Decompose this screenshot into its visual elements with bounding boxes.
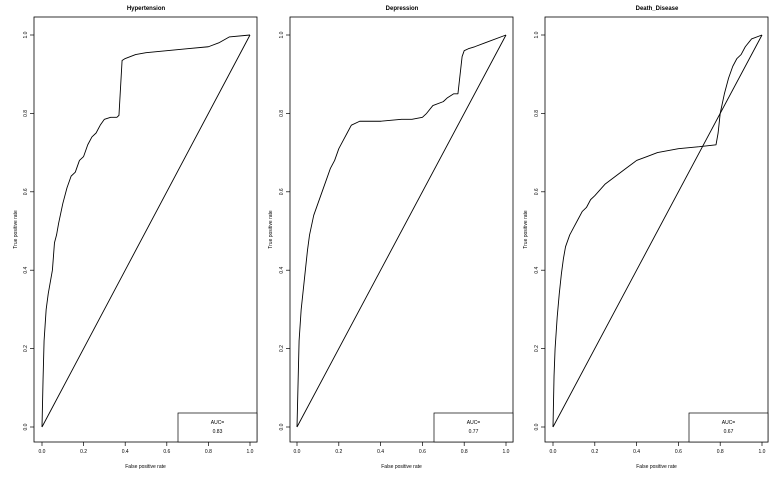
x-tick-label: 0.6 (163, 449, 170, 455)
x-tick-label: 0.2 (335, 449, 342, 455)
x-tick-label: 0.6 (419, 449, 426, 455)
x-tick-label: 0.6 (675, 449, 682, 455)
y-tick-label: 0.2 (279, 345, 285, 352)
roc-panel-3: Death_Disease False positive rate True pos… (523, 6, 769, 470)
y-tick-label: 0.0 (23, 423, 29, 430)
y-tick-label: 0.8 (279, 110, 285, 117)
roc-panel-2: Depression False positive rate True positi… (268, 6, 514, 470)
y-tick-label: 0.4 (279, 267, 285, 274)
legend-auc-value: 0.77 (469, 429, 479, 435)
x-axis-label: False positive rate (125, 464, 166, 470)
roc-curve-line (41, 34, 251, 428)
roc-curve-line (552, 34, 763, 428)
y-tick-label: 1.0 (23, 31, 29, 38)
x-tick-label: 1.0 (247, 449, 254, 455)
y-tick-label: 0.2 (23, 345, 29, 352)
plot-frame (544, 16, 769, 443)
y-tick-label: 1.0 (279, 31, 285, 38)
diagonal-reference-line (41, 34, 251, 428)
y-tick-label: 0.4 (23, 267, 29, 274)
x-tick-label: 0.4 (122, 449, 129, 455)
x-tick-label: 0.0 (39, 449, 46, 455)
legend-auc-value: 0.83 (213, 429, 223, 435)
diagonal-reference-line (552, 34, 763, 428)
x-tick-label: 0.2 (80, 449, 87, 455)
x-tick-label: 0.4 (377, 449, 384, 455)
chart-title: Hypertension (127, 6, 166, 12)
roc-curve-line (296, 34, 507, 428)
legend-heading: AUC= (211, 420, 225, 426)
y-tick-label: 0.0 (534, 423, 540, 430)
y-tick-label: 0.8 (23, 110, 29, 117)
y-tick-label: 1.0 (534, 31, 540, 38)
y-axis-label: True positive rate (268, 210, 274, 249)
x-tick-label: 1.0 (759, 449, 766, 455)
legend-box (688, 412, 769, 443)
y-tick-label: 0.4 (534, 267, 540, 274)
x-axis-label: False positive rate (636, 464, 677, 470)
chart-title: Death_Disease (636, 6, 679, 12)
x-tick-label: 0.0 (550, 449, 557, 455)
x-tick-label: 1.0 (503, 449, 510, 455)
x-tick-label: 0.8 (717, 449, 724, 455)
x-axis-label: False positive rate (381, 464, 422, 470)
y-tick-label: 0.6 (279, 188, 285, 195)
y-tick-label: 0.2 (534, 345, 540, 352)
y-tick-label: 0.0 (279, 423, 285, 430)
plot-frame (289, 16, 514, 443)
plot-frame (33, 16, 258, 443)
x-tick-label: 0.2 (591, 449, 598, 455)
x-tick-label: 0.4 (633, 449, 640, 455)
legend-heading: AUC= (467, 420, 481, 426)
y-tick-label: 0.8 (534, 110, 540, 117)
y-axis-label: True positive rate (13, 210, 19, 249)
roc-panel-1: Hypertension False positive rate True posi… (13, 6, 258, 470)
x-tick-label: 0.8 (461, 449, 468, 455)
y-axis-label: True positive rate (523, 210, 529, 249)
y-tick-label: 0.6 (23, 188, 29, 195)
x-tick-label: 0.8 (205, 449, 212, 455)
legend-box (177, 412, 258, 443)
chart-title: Depression (386, 6, 419, 12)
y-tick-label: 0.6 (534, 188, 540, 195)
legend-heading: AUC= (722, 420, 736, 426)
legend-box (433, 412, 514, 443)
diagonal-reference-line (296, 34, 507, 428)
x-tick-label: 0.0 (294, 449, 301, 455)
legend-auc-value: 0.67 (724, 429, 734, 435)
